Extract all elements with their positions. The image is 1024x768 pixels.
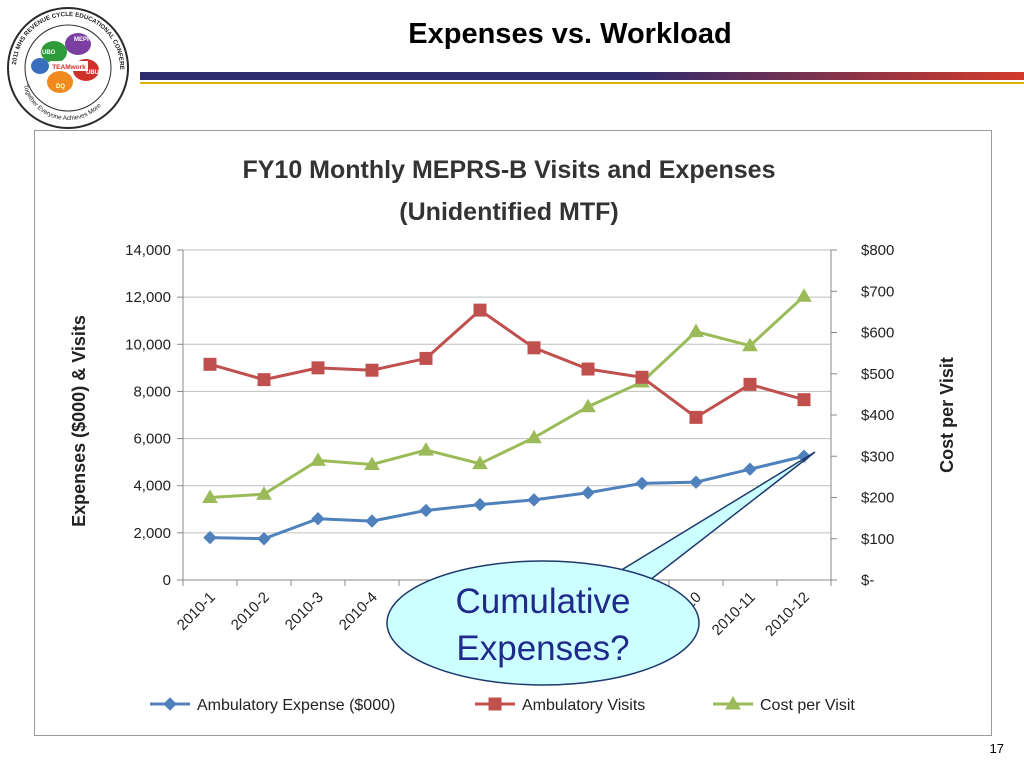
y-tick-label: 10,000 — [125, 336, 171, 353]
callout-line-1: Cumulative — [455, 582, 630, 621]
logo-hand-label: DQ — [56, 84, 65, 90]
series-line — [209, 295, 806, 499]
data-point — [257, 532, 271, 546]
data-point — [310, 452, 326, 466]
callout-pointer — [602, 451, 816, 581]
chart-frame: FY10 Monthly MEPRS-B Visits and Expenses… — [34, 130, 992, 736]
title-rule — [140, 72, 1024, 80]
page-number: 17 — [989, 741, 1004, 756]
data-point — [364, 456, 380, 470]
y-tick-label: 4,000 — [133, 478, 171, 495]
logo-hand-label: UBU — [86, 70, 99, 76]
data-point — [580, 398, 596, 413]
series-line — [209, 308, 805, 420]
data-point — [526, 429, 542, 444]
data-point — [203, 530, 217, 545]
data-point — [743, 377, 757, 391]
series-line — [209, 454, 805, 541]
y2-axis-title: Cost per Visit — [937, 357, 957, 473]
y-tick-label: 6,000 — [133, 431, 171, 448]
data-point — [797, 449, 811, 463]
legend-label: Cost per Visit — [760, 697, 855, 714]
logo-hand-label: MEPRS — [74, 37, 95, 43]
data-point — [742, 337, 758, 352]
data-point — [796, 288, 812, 302]
y-axis-title: Expenses ($000) & Visits — [69, 315, 89, 527]
y-tick-label: 0 — [163, 572, 171, 589]
data-point — [419, 503, 433, 518]
logo-center-text: TEAMwork — [52, 64, 86, 71]
legend-label: Ambulatory Expense ($000) — [197, 697, 395, 714]
title-rule-accent — [140, 82, 1024, 84]
y2-tick-label: $600 — [861, 325, 894, 342]
data-point — [311, 512, 325, 526]
data-point — [419, 351, 433, 365]
chart-title: FY10 Monthly MEPRS-B Visits and Expenses — [242, 156, 775, 184]
data-point — [635, 476, 649, 491]
slide-title: Expenses vs. Workload — [408, 18, 732, 50]
y2-tick-label: $300 — [861, 448, 894, 465]
y2-tick-label: $700 — [861, 283, 894, 300]
y2-tick-label: $200 — [861, 490, 894, 507]
data-point — [797, 393, 811, 407]
conference-logo: 2011 MHS REVENUE CYCLE EDUCATIONAL CONFE… — [2, 4, 129, 129]
data-point — [473, 497, 487, 512]
data-point — [202, 489, 218, 503]
data-point — [743, 462, 757, 476]
y2-tick-label: $500 — [861, 366, 894, 383]
y2-tick-label: $100 — [861, 531, 894, 548]
data-point — [365, 363, 379, 377]
y-tick-label: 8,000 — [133, 383, 171, 400]
data-point — [473, 303, 487, 317]
y-tick-label: 14,000 — [125, 242, 171, 259]
legend-marker — [163, 697, 177, 711]
logo-hand-label: UBO — [42, 50, 56, 56]
data-point — [688, 323, 704, 338]
data-point — [581, 486, 595, 500]
callout-line-2: Expenses? — [456, 629, 629, 668]
callout-body — [386, 560, 700, 686]
y2-tick-label: $800 — [861, 242, 894, 259]
data-point — [689, 410, 703, 424]
y-tick-label: 2,000 — [133, 525, 171, 542]
legend-marker — [725, 696, 741, 710]
data-point — [418, 442, 434, 456]
y2-tick-label: $400 — [861, 407, 894, 424]
chart-title: (Unidentified MTF) — [399, 198, 618, 226]
data-point — [257, 373, 271, 387]
y2-tick-label: $- — [861, 572, 874, 589]
logo-hands-icon — [31, 33, 99, 93]
data-point — [689, 475, 703, 489]
data-point — [527, 493, 541, 507]
data-point — [527, 341, 541, 355]
data-point — [256, 486, 272, 500]
data-point — [581, 362, 595, 376]
data-point — [635, 370, 649, 384]
legend-label: Ambulatory Visits — [522, 697, 645, 714]
data-point — [203, 357, 217, 371]
data-point — [311, 361, 325, 375]
legend-marker — [488, 697, 502, 711]
data-point — [472, 455, 488, 470]
y-tick-label: 12,000 — [125, 289, 171, 306]
data-point — [365, 514, 379, 528]
